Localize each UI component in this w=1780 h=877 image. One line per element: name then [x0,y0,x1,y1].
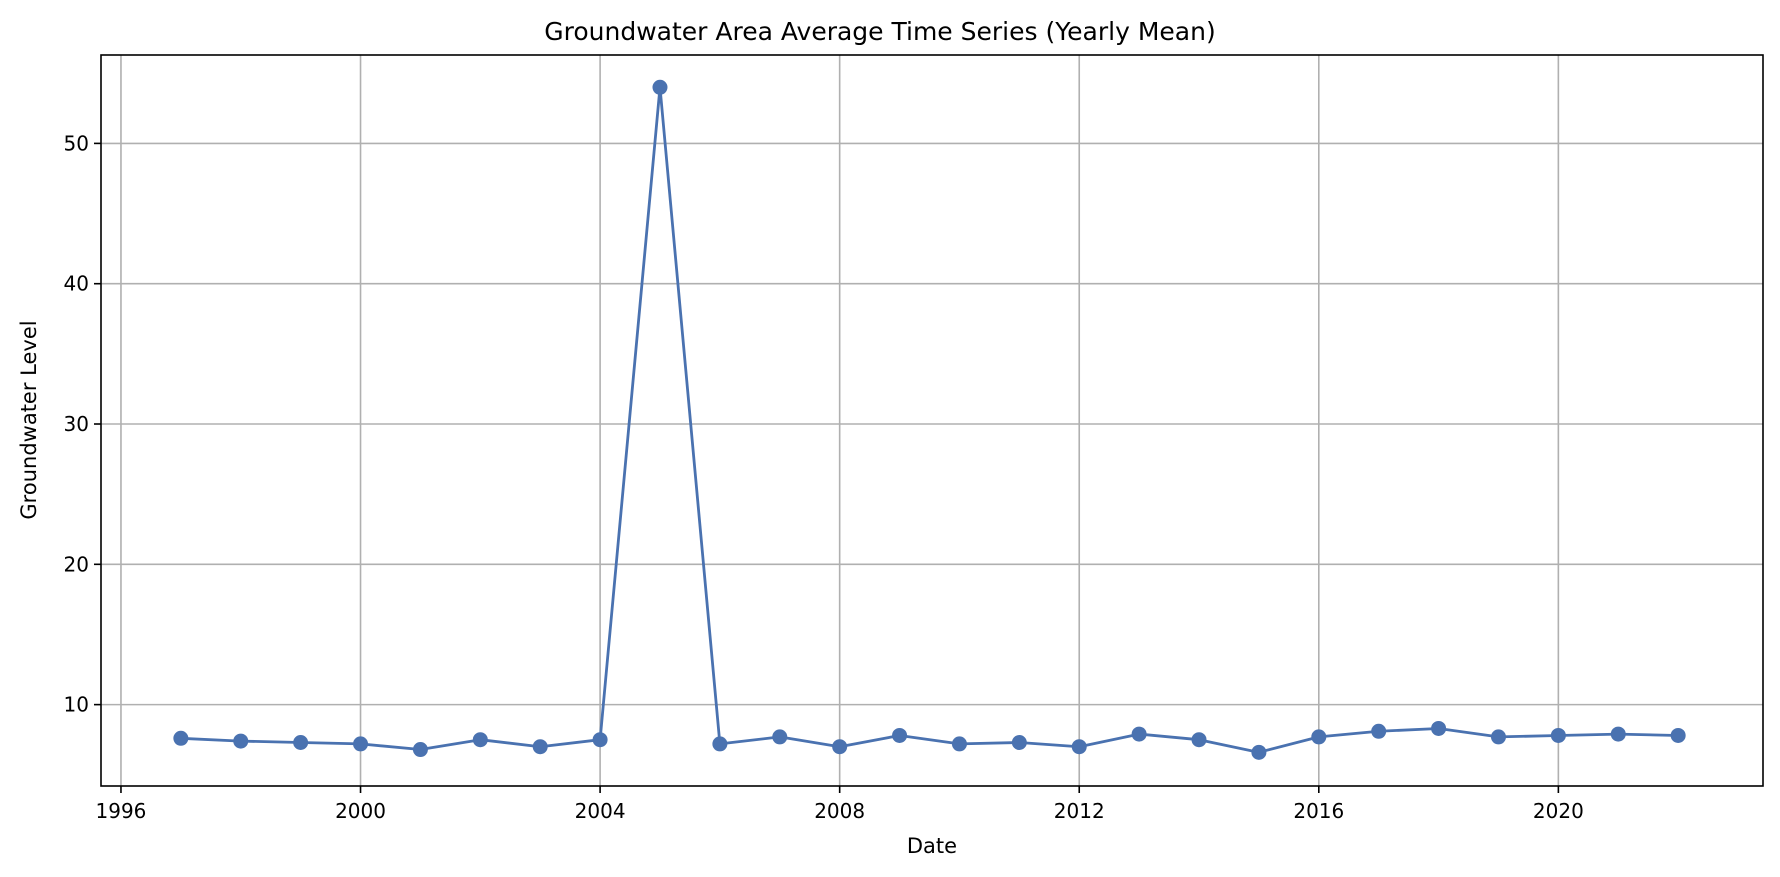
y-tick-label: 50 [64,131,89,155]
x-tick-label: 2004 [575,799,626,823]
plot-frame [100,54,1764,787]
data-point [832,739,848,755]
y-tick-label: 40 [64,272,89,296]
data-point [173,730,189,746]
grid [101,55,1763,786]
data-point [1670,727,1686,743]
data-point [1371,723,1387,739]
data-point [712,736,728,752]
data-point [1610,726,1626,742]
data-point [1550,727,1566,743]
data-point [652,79,668,95]
x-axis-label: Date [907,834,957,858]
x-tick-label: 2016 [1293,799,1344,823]
y-tick-label: 30 [64,412,89,436]
data-point [1490,729,1506,745]
data-point [353,736,369,752]
y-axis-label: Groundwater Level [17,320,41,519]
data-point [1131,726,1147,742]
y-tick-label: 10 [64,693,89,717]
ticks: 1996 2000 2004 2008 2012 2016 2020 10 20 30 40 50 [64,131,1584,823]
data-point [293,735,309,751]
data-point [233,733,249,749]
data-point [951,736,967,752]
data-point [892,727,908,743]
y-tick-label: 20 [64,552,89,576]
series-line [180,85,1679,754]
data-point [412,742,428,758]
data-point [1011,735,1027,751]
x-tick-label: 2012 [1054,799,1105,823]
data-point [1191,732,1207,748]
data-point [472,732,488,748]
data-point [1431,720,1447,736]
data-point [592,732,608,748]
x-tick-label: 2000 [335,799,386,823]
data-point [1311,729,1327,745]
data-point [1071,739,1087,755]
chart-title: Groundwater Area Average Time Series (Ye… [544,17,1215,46]
x-tick-label: 1996 [96,799,147,823]
x-tick-label: 2020 [1533,799,1584,823]
x-tick-label: 2008 [814,799,865,823]
series-layer [173,79,1686,760]
data-point [532,739,548,755]
data-point [1251,744,1267,760]
data-point [772,729,788,745]
